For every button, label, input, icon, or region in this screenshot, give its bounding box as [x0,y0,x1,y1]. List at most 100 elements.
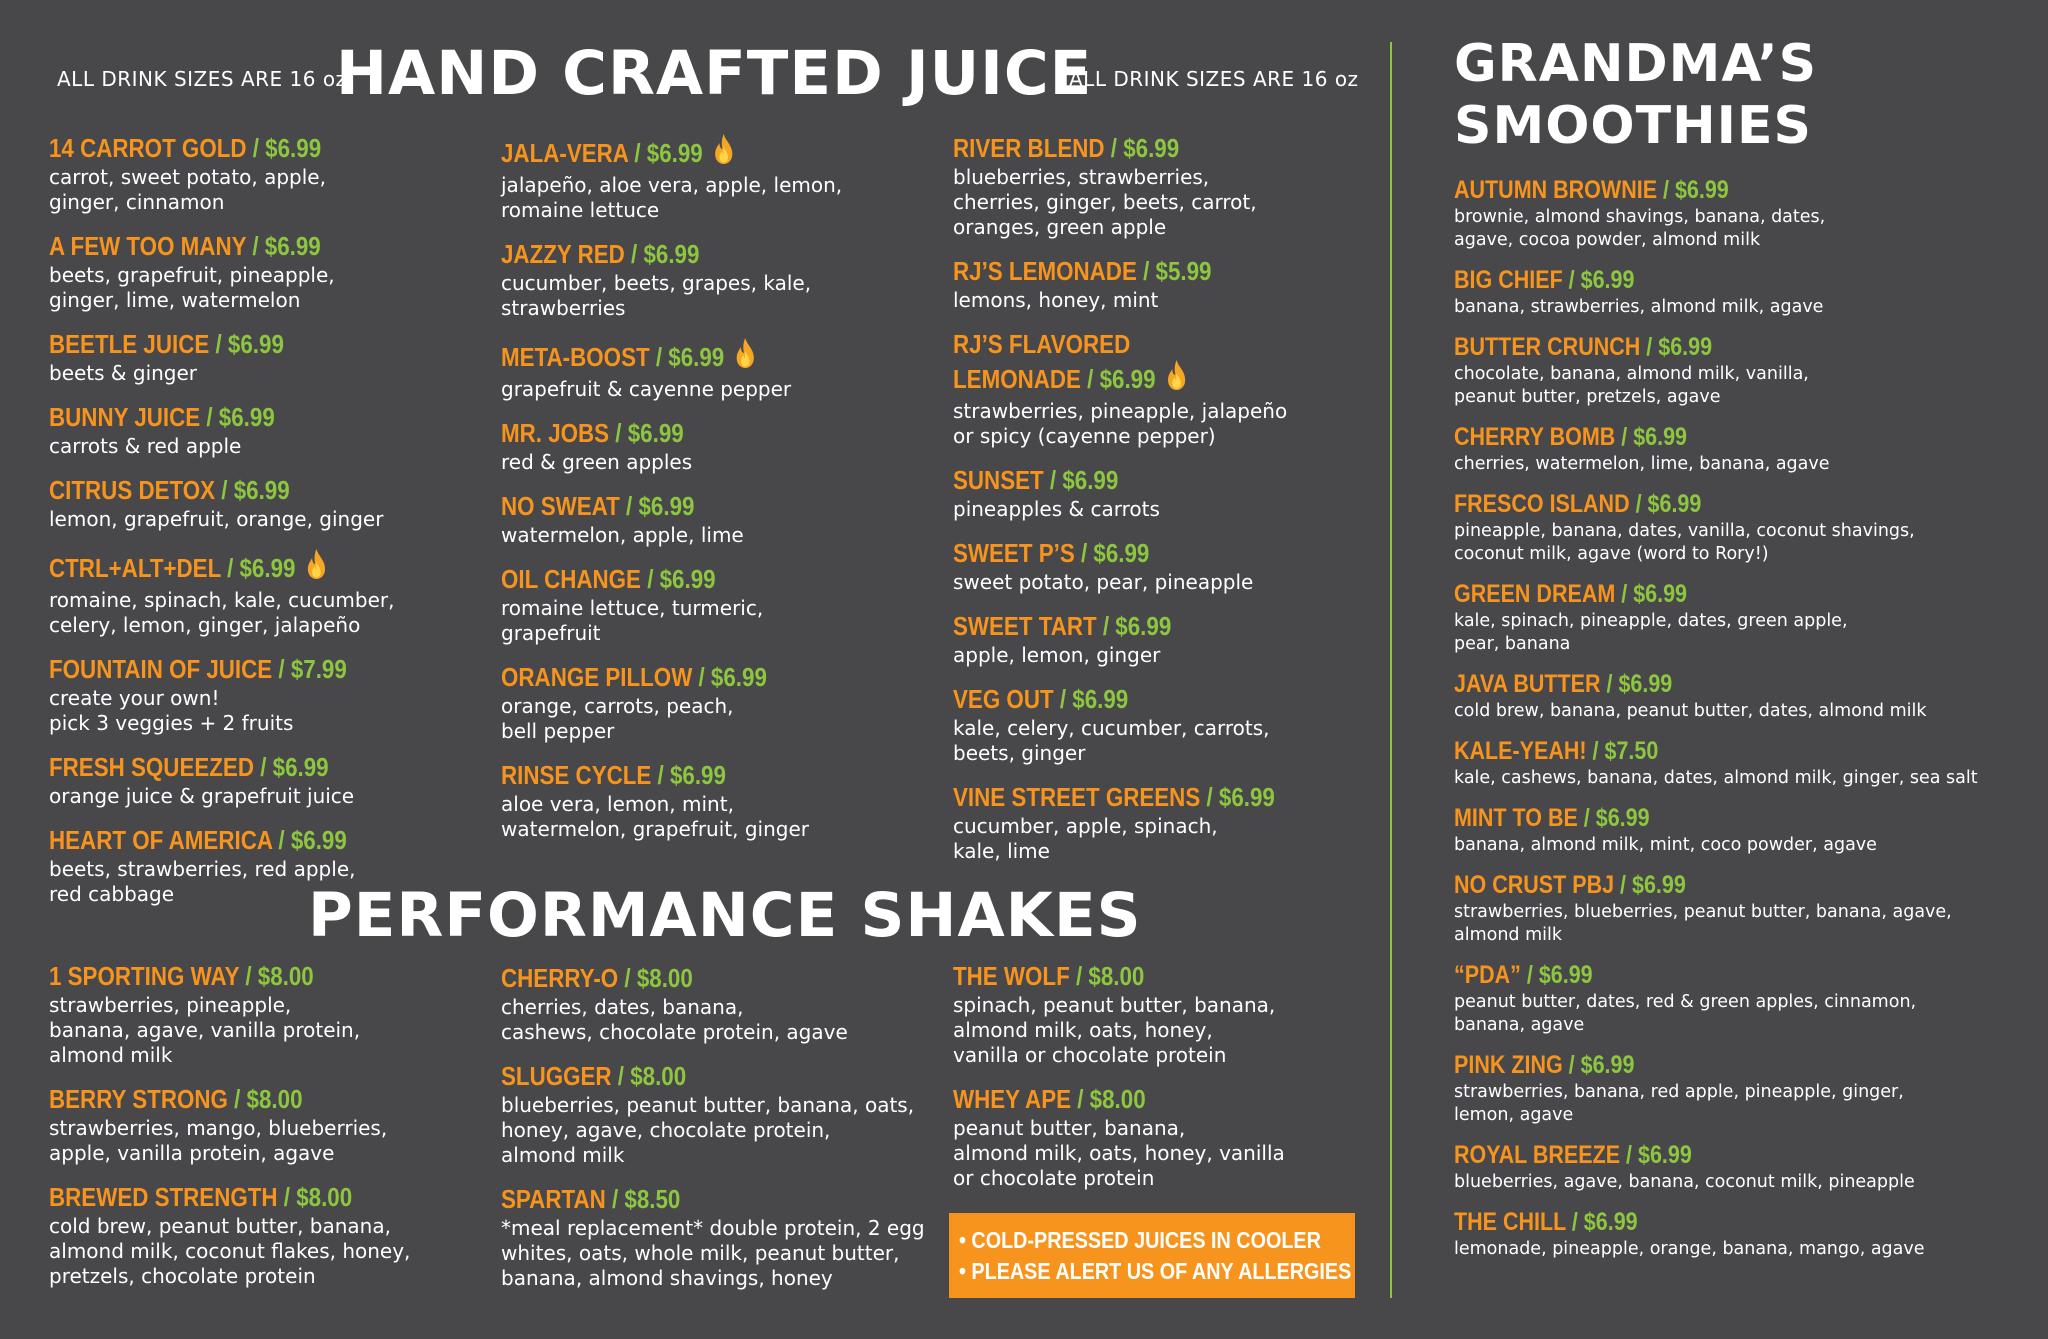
item-ingredients: kale, celery, cucumber, carrots, beets, … [953,716,1270,765]
price-separator: / [246,133,266,163]
menu-item-royal-breeze: ROYAL BREEZE / $6.99 blueberries, agave, … [1454,1141,1978,1194]
price-separator: / [200,402,219,432]
item-name: NO CRUST PBJ [1454,871,1615,899]
price-separator: / [1043,465,1063,495]
price-separator: / [1520,961,1539,989]
price-separator: / [1586,737,1605,765]
item-price: $6.99 [669,760,726,790]
item-name-line: CHERRY BOMB / $6.99 [1454,423,1904,452]
menu-item-berry-strong: BERRY STRONG / $8.00 strawberries, mango,… [49,1084,410,1166]
menu-item-citrus-detox: CITRUS DETOX / $6.99 lemon, grapefruit, o… [49,475,395,532]
price-separator: / [239,961,258,991]
item-price: $6.99 [239,553,296,583]
item-ingredients: chocolate, banana, almond milk, vanilla,… [1454,364,1809,407]
item-name-line: CHERRY-O / $8.00 [501,963,865,993]
item-name: BREWED STRENGTH [49,1182,278,1212]
price-separator: / [1577,804,1596,832]
item-name: “PDA” [1454,961,1521,989]
item-name-line: VEG OUT / $6.99 [953,684,1275,714]
item-name: META-BOOST [501,342,650,372]
menu-item-whey-ape: WHEY APE / $8.00 peanut butter, banana, a… [953,1084,1285,1191]
item-name-line: CTRL+ALT+DEL / $6.99 [49,548,347,586]
item-price: $6.99 [638,491,695,521]
item-name-line: FRESH SQUEEZED / $6.99 [49,752,347,782]
item-price: $5.99 [1155,256,1212,286]
menu-item-veg-out: VEG OUT / $6.99 kale, celery, cucumber, c… [953,684,1327,766]
item-price: $8.50 [624,1184,681,1214]
drink-size-note-left: ALL DRINK SIZES ARE 16 oz [57,67,347,91]
item-name: HEART OF AMERICA [49,825,273,855]
price-separator: / [1615,423,1634,451]
item-name-line: VINE STREET GREENS / $6.99 [953,782,1275,812]
juice-column-3: RIVER BLEND / $6.99 blueberries, strawber… [953,133,1327,864]
item-price: $6.99 [1218,782,1275,812]
menu-item-jazzy-red: JAZZY RED / $6.99 cucumber, beets, grapes… [501,239,842,321]
menu-item-pda: “PDA” / $6.99 peanut butter, dates, red &… [1454,961,1978,1037]
flame-icon [1164,359,1188,397]
price-separator: / [618,963,637,993]
item-price: $8.00 [1088,961,1145,991]
price-separator: / [1629,490,1648,518]
item-price: $6.99 [1123,133,1180,163]
item-ingredients: create your own! pick 3 veggies + 2 frui… [49,686,294,735]
shakes-column-1: 1 SPORTING WAY / $8.00 strawberries, pine… [49,961,410,1289]
item-price: $6.99 [1093,538,1150,568]
item-ingredients: romaine, spinach, kale, cucumber, celery… [49,588,395,637]
menu-item-no-sweat: NO SWEAT / $6.99 watermelon, apple, lime [501,491,842,548]
item-price: $6.99 [1632,871,1686,899]
item-name-line: BERRY STRONG / $8.00 [49,1084,360,1114]
item-name: BUTTER CRUNCH [1454,333,1641,361]
item-name-line: ORANGE PILLOW / $6.99 [501,662,794,692]
price-separator: / [1562,266,1581,294]
item-name-line: FRESCO ISLAND / $6.99 [1454,490,1904,519]
item-price: $6.99 [668,342,725,372]
item-price: $6.99 [1658,333,1713,361]
item-name: RJ’S FLAVORED [953,329,1131,359]
menu-item-rinse-cycle: RINSE CYCLE / $6.99 aloe vera, lemon, min… [501,760,842,842]
price-separator: / [649,342,669,372]
item-price: $6.99 [264,231,321,261]
item-price: $6.99 [1115,611,1172,641]
item-ingredients: beets, strawberries, red apple, red cabb… [49,857,356,906]
item-price: $6.99 [627,418,684,448]
menu-item-river-blend: RIVER BLEND / $6.99 blueberries, strawber… [953,133,1327,240]
item-ingredients: strawberries, blueberries, peanut butter… [1454,902,1952,945]
item-price: $8.00 [630,1061,687,1091]
price-separator: / [1071,1084,1090,1114]
item-ingredients: banana, strawberries, almond milk, agave [1454,297,1824,317]
menu-item-kale-yeah: KALE-YEAH! / $7.50 kale, cashews, banana,… [1454,737,1978,790]
item-name: MR. JOBS [501,418,610,448]
shakes-column-2: CHERRY-O / $8.00 cherries, dates, banana,… [501,963,925,1291]
item-name: SPARTAN [501,1184,606,1214]
item-ingredients: blueberries, peanut butter, banana, oats… [501,1093,915,1167]
price-separator: / [1620,1141,1638,1169]
price-separator: / [1096,611,1116,641]
item-ingredients: sweet potato, pear, pineapple [953,570,1254,594]
item-name-line: META-BOOST / $6.99 [501,337,794,375]
item-ingredients: cherries, watermelon, lime, banana, agav… [1454,454,1830,474]
menu-item-1-sporting-way: 1 SPORTING WAY / $8.00 strawberries, pine… [49,961,410,1068]
item-price: $6.99 [227,329,284,359]
menu-item-14-carrot-gold: 14 CARROT GOLD / $6.99 carrot, sweet pota… [49,133,395,215]
item-ingredients: romaine lettuce, turmeric, grapefruit [501,596,764,645]
item-name: OIL CHANGE [501,564,641,594]
item-price: $8.00 [296,1182,353,1212]
price-separator: / [609,418,628,448]
price-separator: / [692,662,711,692]
notice-allergies: • PLEASE ALERT US OF ANY ALLERGIES [959,1258,1352,1284]
menu-item-sunset: SUNSET / $6.99 pineapples & carrots [953,465,1327,522]
price-separator: / [605,1184,625,1214]
item-name: SWEET P’S [953,538,1075,568]
price-separator: / [209,329,228,359]
price-separator: / [220,553,240,583]
price-separator: / [1657,176,1675,204]
item-name: SLUGGER [501,1061,612,1091]
item-price: $8.00 [636,963,693,993]
menu-item-cherry-o: CHERRY-O / $8.00 cherries, dates, banana,… [501,963,925,1045]
item-name: KALE-YEAH! [1454,737,1587,765]
item-name: THE CHILL [1454,1208,1566,1236]
notice-box: • COLD-PRESSED JUICES IN COOLER • PLEASE… [949,1213,1355,1298]
menu-item-vine-street-greens: VINE STREET GREENS / $6.99 cucumber, appl… [953,782,1327,864]
item-name-line: MR. JOBS / $6.99 [501,418,794,448]
item-name: RIVER BLEND [953,133,1105,163]
